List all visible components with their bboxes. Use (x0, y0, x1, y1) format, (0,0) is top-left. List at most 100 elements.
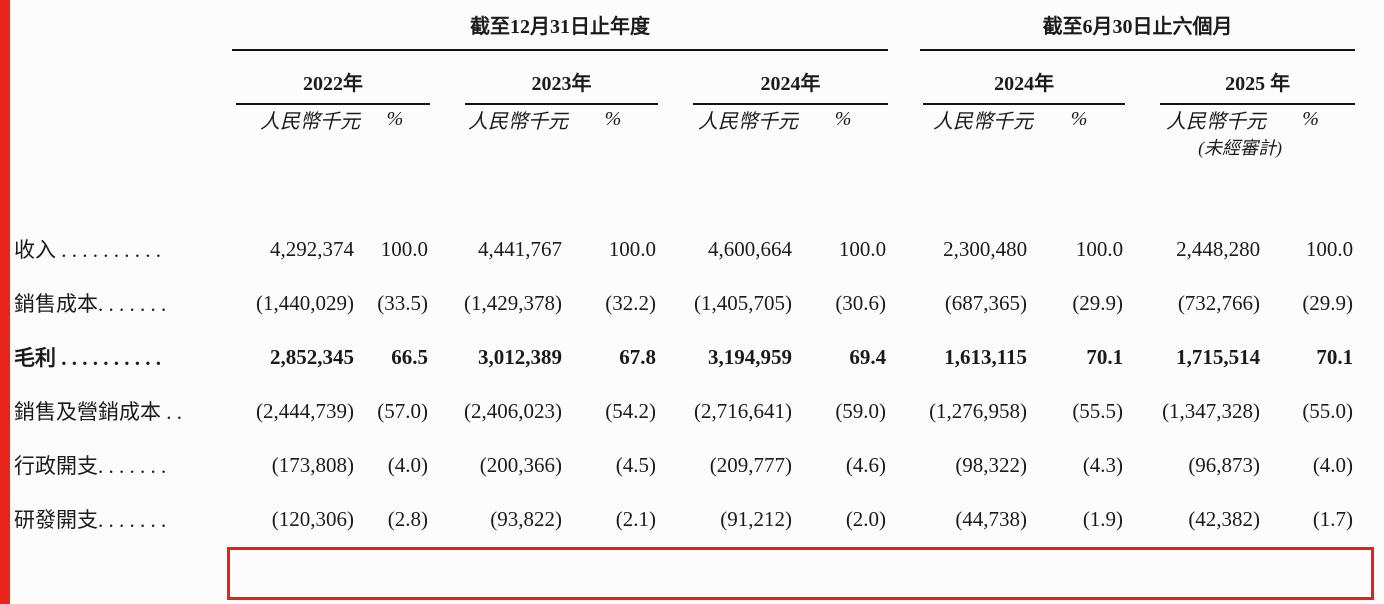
cell-percent: (4.6) (845, 452, 887, 477)
cell-amount: 3,012,389 (478, 344, 562, 369)
cell-amount: 4,292,374 (270, 236, 354, 261)
row-label: 研發開支. . . . . . . (14, 508, 167, 532)
row-label: 銷售成本. . . . . . . (14, 292, 167, 316)
cell-percent: 70.1 (1086, 344, 1124, 369)
year-header-2022-cell: 2022年 (228, 51, 430, 105)
cell-percent: 69.4 (849, 344, 887, 369)
cell-amount: (1,276,958) (929, 398, 1028, 423)
cell-amount: (1,429,378) (464, 290, 562, 315)
cell-amount: 2,448,280 (1176, 236, 1261, 261)
empty-corner-cell (12, 10, 228, 51)
cell-percent: (55.0) (1302, 398, 1354, 423)
cell-amount: 2,300,480 (943, 236, 1028, 261)
cell-amount: (2,406,023) (464, 398, 562, 423)
empty-cell (12, 51, 228, 105)
year-header-2025-cell: 2025 年 (1125, 51, 1356, 105)
cell-amount: (96,873) (1188, 452, 1261, 477)
period-header-annual-cell: 截至12月31日止年度 (228, 10, 889, 51)
table-row-cost-of-sales: 銷售成本. . . . . . . (1,440,029) (33.5) (1,… (12, 276, 1355, 330)
cell-percent: (2.0) (845, 506, 887, 531)
cell-percent: 100.0 (838, 236, 887, 261)
amount-unit-header: 人民幣千元 (1166, 111, 1267, 133)
unaudited-note: (未經審計) (1198, 138, 1283, 158)
cell-amount: (2,444,739) (256, 398, 354, 423)
percent-header: % (1070, 108, 1088, 130)
year-header-2025: 2025 年 (1160, 51, 1356, 105)
year-header-2024-interim-cell: 2024年 (888, 51, 1126, 105)
cell-percent: 100.0 (608, 236, 656, 261)
period-header-interim-cell: 截至6月30日止六個月 (888, 10, 1356, 51)
year-header-2023: 2023年 (465, 51, 658, 105)
left-red-accent-bar (0, 0, 10, 604)
cell-amount: 1,715,514 (1176, 344, 1261, 369)
row-label: 收入 . . . . . . . . . . (14, 238, 161, 262)
cell-percent: (4.0) (1312, 452, 1354, 477)
cell-percent: 100.0 (1075, 236, 1124, 261)
cell-amount: (200,366) (479, 452, 562, 477)
cell-percent: (30.6) (835, 290, 887, 315)
empty-cell (12, 134, 1125, 160)
header-body-spacer (12, 160, 1355, 222)
cell-amount: (120,306) (271, 506, 354, 531)
empty-cell (12, 105, 228, 134)
table-row-gross-profit: 毛利 . . . . . . . . . . 2,852,345 66.5 3,… (12, 330, 1355, 384)
cell-percent: (33.5) (377, 290, 428, 315)
percent-header: % (1302, 108, 1319, 130)
period-header-annual: 截至12月31日止年度 (232, 10, 889, 51)
amount-unit-header: 人民幣千元 (260, 111, 360, 133)
row-label: 毛利 . . . . . . . . . . (14, 346, 161, 370)
cell-amount: 3,194,959 (708, 344, 792, 369)
year-header-2022: 2022年 (236, 51, 430, 105)
amount-unit-header: 人民幣千元 (933, 111, 1034, 133)
cell-amount: 2,852,345 (270, 344, 354, 369)
period-group-row: 截至12月31日止年度 截至6月30日止六個月 (12, 10, 1356, 51)
cell-amount: (1,347,328) (1162, 398, 1261, 423)
year-header-row: 2022年 2023年 2024年 2024年 2025 年 (12, 51, 1356, 105)
cell-percent: (57.0) (377, 398, 428, 423)
cell-percent: (59.0) (835, 398, 887, 423)
year-header-2023-cell: 2023年 (430, 51, 658, 105)
table-row-admin-expenses: 行政開支. . . . . . . (173,808) (4.0) (200,3… (12, 438, 1355, 492)
cell-percent: 100.0 (380, 236, 428, 261)
year-header-2024-interim: 2024年 (923, 51, 1126, 105)
unit-header-row: 人民幣千元 % 人民幣千元 % 人民幣千元 % 人民幣千元 % 人民幣千元 % (12, 105, 1355, 134)
table-row-revenue: 收入 . . . . . . . . . . 4,292,374 100.0 4… (12, 222, 1355, 276)
period-header-interim: 截至6月30日止六個月 (920, 10, 1356, 51)
cell-percent: 66.5 (391, 344, 428, 369)
cell-amount: (91,212) (720, 506, 792, 531)
cell-percent: 67.8 (619, 344, 656, 369)
cell-amount: (1,440,029) (256, 290, 354, 315)
income-statement-table: 截至12月31日止年度 截至6月30日止六個月 2022年 2023年 2024… (12, 10, 1356, 546)
cell-percent: (29.9) (1072, 290, 1124, 315)
row-label: 銷售及營銷成本 . . (14, 400, 182, 424)
row-label: 行政開支. . . . . . . (14, 454, 167, 478)
year-header-2024: 2024年 (693, 51, 889, 105)
cell-amount: 1,613,115 (944, 344, 1028, 369)
amount-unit-header: 人民幣千元 (698, 111, 798, 133)
cell-amount: (173,808) (271, 452, 354, 477)
cell-percent: (4.0) (387, 452, 428, 477)
cell-amount: (93,822) (490, 506, 562, 531)
table-row-selling-marketing: 銷售及營銷成本 . . (2,444,739) (57.0) (2,406,02… (12, 384, 1355, 438)
table-row-rd-expenses: 研發開支. . . . . . . (120,306) (2.8) (93,82… (12, 492, 1355, 546)
cell-amount: 4,600,664 (708, 236, 792, 261)
cell-amount: (1,405,705) (694, 290, 792, 315)
percent-header: % (834, 108, 852, 130)
percent-header: % (604, 108, 622, 130)
cell-percent: (55.5) (1072, 398, 1124, 423)
cell-percent: (32.2) (605, 290, 656, 315)
cell-amount: (2,716,641) (694, 398, 792, 423)
rd-expenses-highlight-box (227, 547, 1374, 600)
cell-percent: 70.1 (1316, 344, 1354, 369)
cell-percent: (4.3) (1082, 452, 1124, 477)
cell-amount: 4,441,767 (478, 236, 562, 261)
cell-amount: (732,766) (1177, 290, 1261, 315)
cell-percent: (1.9) (1082, 506, 1124, 531)
cell-amount: (98,322) (955, 452, 1028, 477)
cell-percent: (29.9) (1302, 290, 1354, 315)
cell-amount: (42,382) (1188, 506, 1261, 531)
cell-percent: (2.1) (615, 506, 656, 531)
cell-percent: 100.0 (1305, 236, 1354, 261)
cell-percent: (2.8) (387, 506, 428, 531)
